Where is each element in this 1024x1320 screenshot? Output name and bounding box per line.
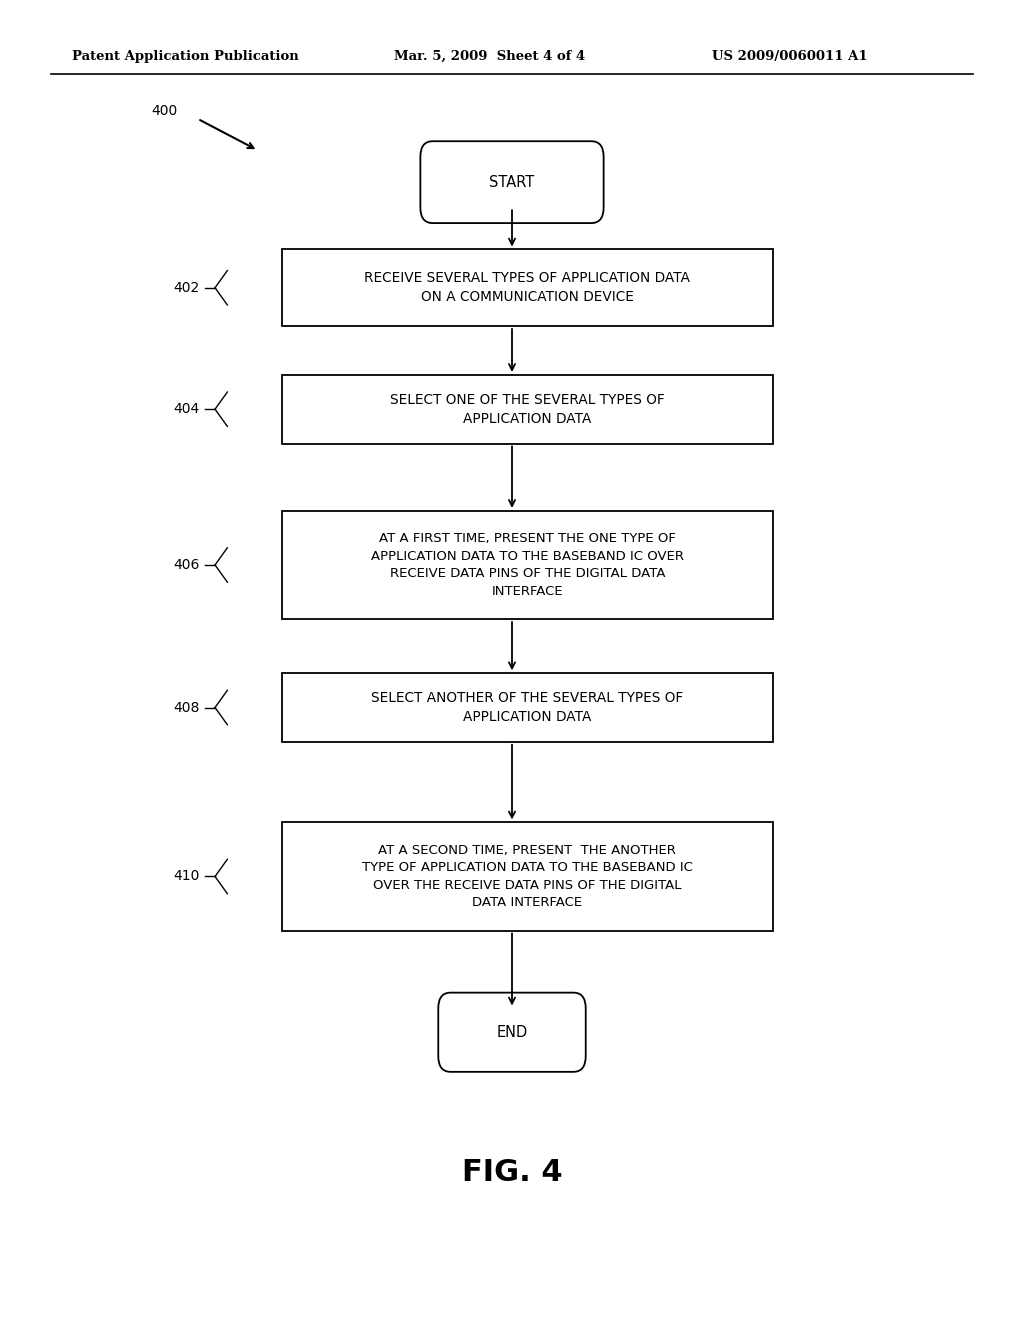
Text: Patent Application Publication: Patent Application Publication bbox=[72, 50, 298, 63]
Text: 410: 410 bbox=[173, 870, 200, 883]
Text: AT A SECOND TIME, PRESENT  THE ANOTHER
TYPE OF APPLICATION DATA TO THE BASEBAND : AT A SECOND TIME, PRESENT THE ANOTHER TY… bbox=[361, 843, 693, 909]
Bar bbox=[282, 822, 773, 931]
Text: SELECT ANOTHER OF THE SEVERAL TYPES OF
APPLICATION DATA: SELECT ANOTHER OF THE SEVERAL TYPES OF A… bbox=[372, 692, 683, 723]
Text: 406: 406 bbox=[173, 558, 200, 572]
Text: SELECT ONE OF THE SEVERAL TYPES OF
APPLICATION DATA: SELECT ONE OF THE SEVERAL TYPES OF APPLI… bbox=[390, 393, 665, 425]
FancyBboxPatch shape bbox=[438, 993, 586, 1072]
Text: END: END bbox=[497, 1024, 527, 1040]
Text: AT A FIRST TIME, PRESENT THE ONE TYPE OF
APPLICATION DATA TO THE BASEBAND IC OVE: AT A FIRST TIME, PRESENT THE ONE TYPE OF… bbox=[371, 532, 684, 598]
Bar bbox=[282, 375, 773, 444]
Text: FIG. 4: FIG. 4 bbox=[462, 1158, 562, 1187]
Text: 404: 404 bbox=[173, 403, 200, 416]
Text: US 2009/0060011 A1: US 2009/0060011 A1 bbox=[712, 50, 867, 63]
Bar bbox=[282, 249, 773, 326]
Text: RECEIVE SEVERAL TYPES OF APPLICATION DATA
ON A COMMUNICATION DEVICE: RECEIVE SEVERAL TYPES OF APPLICATION DAT… bbox=[365, 272, 690, 304]
Text: Mar. 5, 2009  Sheet 4 of 4: Mar. 5, 2009 Sheet 4 of 4 bbox=[394, 50, 586, 63]
Text: 400: 400 bbox=[152, 104, 178, 117]
Text: START: START bbox=[489, 174, 535, 190]
FancyBboxPatch shape bbox=[420, 141, 603, 223]
Text: 408: 408 bbox=[173, 701, 200, 714]
Bar bbox=[282, 511, 773, 619]
Bar bbox=[282, 673, 773, 742]
Text: 402: 402 bbox=[173, 281, 200, 294]
